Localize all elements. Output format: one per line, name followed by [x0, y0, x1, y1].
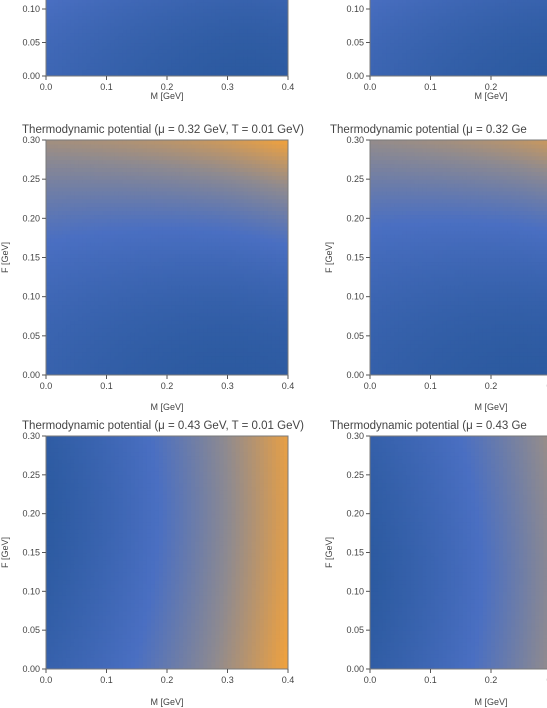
x-tick-label: 0.0: [40, 675, 53, 685]
p-top-right-density: [370, 0, 547, 76]
y-tick-label: 0.30: [22, 135, 40, 145]
y-axis-label: F [GeV]: [0, 537, 10, 568]
x-tick-label: 0.1: [424, 82, 437, 92]
x-tick-label: 0.3: [221, 82, 234, 92]
y-tick-label: 0.15: [346, 253, 364, 263]
y-tick-label: 0.15: [22, 548, 40, 558]
x-tick-label: 0.3: [221, 381, 234, 391]
plot-title: Thermodynamic potential (μ = 0.43 Ge: [330, 420, 527, 432]
y-tick-label: 0.00: [346, 664, 364, 674]
x-tick-label: 0.1: [424, 675, 437, 685]
y-tick-label: 0.00: [22, 664, 40, 674]
p-top-left-panel: 0.0 0.1 0.2 0.3 0.4 0.00 0.05 0.10 M [GeV]: [22, 0, 294, 101]
x-tick-label: 0.0: [364, 675, 377, 685]
y-tick-label: 0.15: [22, 253, 40, 263]
x-tick-label: 0.2: [485, 82, 498, 92]
y-tick-label: 0.00: [346, 370, 364, 380]
y-tick-label: 0.10: [22, 4, 40, 14]
p-bot-left-density: [46, 436, 288, 669]
y-tick-label: 0.30: [346, 135, 364, 145]
y-tick-label: 0.30: [346, 431, 364, 441]
y-tick-label: 0.25: [22, 174, 40, 184]
x-tick-label: 0.0: [364, 82, 377, 92]
x-tick-label: 0.1: [100, 675, 113, 685]
x-tick-label: 0.2: [485, 675, 498, 685]
plot-title: Thermodynamic potential (μ = 0.43 GeV, T…: [22, 420, 304, 432]
y-tick-label: 0.05: [22, 38, 40, 48]
p-mid-right-panel: 0.00.10.20.:0.000.050.100.150.200.250.30…: [324, 124, 547, 412]
x-tick-label: 0.2: [161, 381, 174, 391]
x-axis-label: M [GeV]: [474, 91, 507, 101]
y-tick-label: 0.10: [346, 4, 364, 14]
y-tick-label: 0.15: [346, 548, 364, 558]
y-tick-label: 0.05: [346, 331, 364, 341]
y-tick-label: 0.10: [346, 586, 364, 596]
p-bot-right-panel: 0.00.10.20.:0.000.050.100.150.200.250.30…: [324, 420, 547, 707]
p-bot-right-density: [370, 436, 547, 669]
y-tick-label: 0.20: [22, 213, 40, 223]
p-bot-left-panel: 0.0 0.1 0.2 0.3 0.4 0.00 0.05 0.10 0.15 0.20 0.25 0…: [0, 420, 304, 707]
x-axis-label: M [GeV]: [474, 697, 507, 707]
y-tick-label: 0.00: [22, 370, 40, 380]
y-tick-label: 0.05: [22, 331, 40, 341]
p-mid-right-density: [370, 140, 547, 375]
plot-title: Thermodynamic potential (μ = 0.32 GeV, T…: [22, 124, 304, 136]
y-tick-label: 0.10: [22, 292, 40, 302]
y-axis-label: F [GeV]: [0, 242, 10, 273]
x-tick-label: 0.2: [161, 675, 174, 685]
x-tick-label: 0.4: [282, 675, 295, 685]
x-tick-label: 0.1: [100, 82, 113, 92]
y-tick-label: 0.05: [346, 38, 364, 48]
x-tick-label: 0.0: [40, 381, 53, 391]
p-top-left-density: [46, 0, 288, 76]
plot-title: Thermodynamic potential (μ = 0.32 Ge: [330, 124, 527, 136]
y-tick-label: 0.25: [346, 174, 364, 184]
x-tick-label: 0.3: [221, 675, 234, 685]
y-tick-label: 0.20: [346, 509, 364, 519]
y-tick-label: 0.10: [346, 292, 364, 302]
y-tick-label: 0.00: [346, 71, 364, 81]
x-tick-label: 0.0: [40, 82, 53, 92]
x-tick-label: 0.0: [364, 381, 377, 391]
x-tick-label: 0.4: [282, 381, 295, 391]
y-axis-label: F [GeV]: [324, 537, 334, 568]
p-top-right-panel: 0.00.10.200.000.050.10M [GeV]: [346, 0, 547, 101]
x-tick-label: 0.1: [424, 381, 437, 391]
y-tick-label: 0.00: [22, 71, 40, 81]
y-tick-label: 0.30: [22, 431, 40, 441]
y-tick-label: 0.05: [346, 625, 364, 635]
x-axis-label: M [GeV]: [474, 402, 507, 412]
y-tick-label: 0.20: [346, 213, 364, 223]
y-tick-label: 0.05: [22, 625, 40, 635]
x-tick-label: 0.2: [161, 82, 174, 92]
x-axis-label: M [GeV]: [150, 91, 183, 101]
y-tick-label: 0.20: [22, 509, 40, 519]
x-axis-label: M [GeV]: [150, 697, 183, 707]
p-mid-left-density: [46, 140, 288, 375]
x-tick-label: 0.2: [485, 381, 498, 391]
y-tick-label: 0.10: [22, 586, 40, 596]
y-tick-label: 0.25: [22, 470, 40, 480]
x-tick-label: 0.4: [282, 82, 295, 92]
p-mid-left-panel: 0.0 0.1 0.2 0.3 0.4 0.00 0.05 0.10 0.15 0.20 0.25 0…: [0, 124, 304, 412]
y-axis-label: F [GeV]: [324, 242, 334, 273]
x-axis-label: M [GeV]: [150, 402, 183, 412]
x-tick-label: 0.1: [100, 381, 113, 391]
y-tick-label: 0.25: [346, 470, 364, 480]
